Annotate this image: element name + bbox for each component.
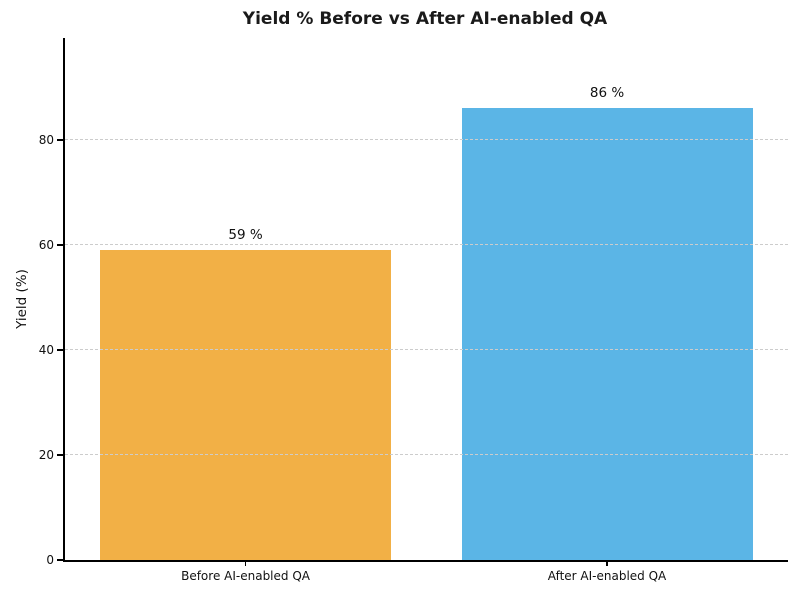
gridline-y40: [64, 348, 788, 350]
x-tick-mark-0: [244, 561, 247, 566]
y-axis-spine: [63, 38, 65, 562]
bar-value-label: 86 %: [589, 85, 625, 102]
y-tick-mark-20: [57, 454, 63, 456]
y-tick-mark-60: [57, 244, 63, 246]
y-tick-mark-40: [57, 349, 63, 351]
y-tick-mark-80: [57, 139, 63, 141]
y-tick-label-60: 60: [38, 237, 54, 252]
bar-value-label: 59 %: [228, 227, 263, 244]
y-tick-mark-0: [57, 559, 63, 561]
x-axis-spine: [63, 560, 788, 562]
x-tick-label-0: Before AI-enabled QA: [181, 569, 310, 583]
gridline-y60: [64, 243, 788, 245]
y-tick-label-0: 0: [46, 553, 54, 567]
y-tick-label-40: 40: [38, 342, 54, 357]
y-tick-label-20: 20: [38, 447, 54, 462]
gridline-y80: [64, 138, 788, 140]
bar-before: [100, 250, 392, 560]
plot-area: 59 % 86 %: [64, 38, 788, 560]
bar-after: [461, 108, 753, 560]
gridline-y20: [64, 453, 788, 455]
y-tick-label-80: 80: [38, 132, 54, 147]
chart-title: Yield % Before vs After AI-enabled QA: [242, 9, 608, 29]
x-tick-label-1: After AI-enabled QA: [547, 569, 667, 583]
y-axis-label: Yield (%): [14, 269, 30, 329]
x-tick-mark-1: [606, 561, 608, 566]
